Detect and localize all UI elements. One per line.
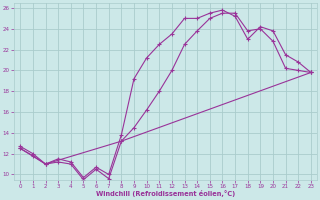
X-axis label: Windchill (Refroidissement éolien,°C): Windchill (Refroidissement éolien,°C) xyxy=(96,190,235,197)
